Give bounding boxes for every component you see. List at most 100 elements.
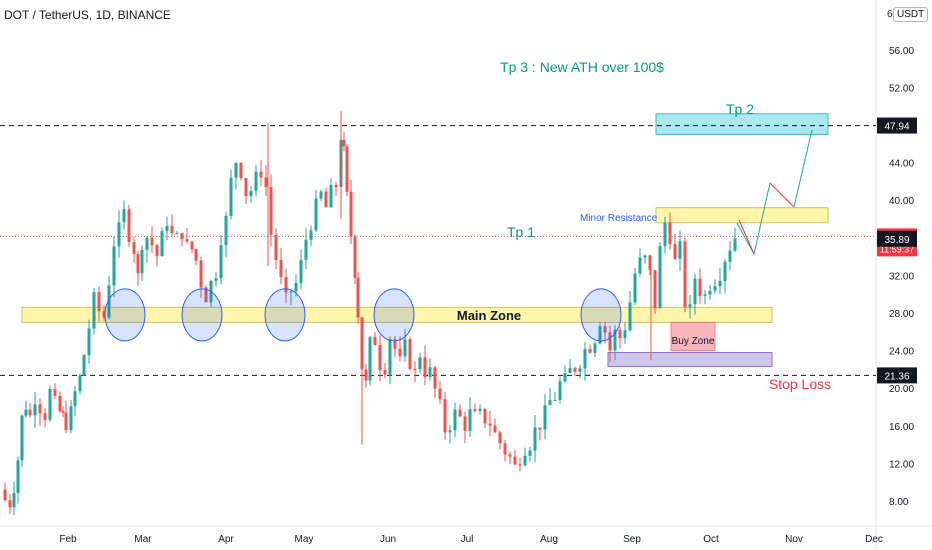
candle-body: [69, 406, 73, 431]
x-tick-label: Feb: [59, 534, 77, 545]
candle-body: [360, 317, 364, 370]
candle-body: [264, 177, 268, 188]
candle-body: [643, 255, 647, 258]
y-tick-label: 16.00: [889, 422, 914, 433]
y-tick-label: 44.00: [889, 159, 914, 170]
candle-body: [12, 493, 16, 508]
candle-body: [48, 389, 52, 420]
candle-body: [279, 259, 283, 278]
candle-body: [463, 416, 467, 431]
candle-body: [180, 233, 184, 240]
candle-body: [513, 456, 517, 465]
candle-body: [423, 357, 427, 378]
candle-body: [553, 399, 557, 401]
y-tick-label: 28.00: [889, 309, 914, 320]
candle-body: [713, 286, 717, 291]
x-tick-label: Aug: [540, 534, 558, 545]
candle-body: [633, 273, 637, 303]
candle-body: [628, 302, 632, 331]
candle-body: [185, 239, 189, 242]
candle-body: [78, 375, 82, 392]
candle-body: [345, 146, 349, 192]
candle-body: [663, 222, 667, 247]
candle-body: [284, 277, 288, 293]
candle-body: [64, 412, 68, 431]
candle-body: [24, 409, 28, 416]
candle-body: [229, 177, 233, 216]
candle-body: [175, 233, 179, 235]
x-tick-label: Jul: [461, 534, 474, 545]
candle-body: [558, 381, 562, 400]
candle-body: [329, 184, 333, 208]
candle-body: [3, 489, 7, 501]
candle-body: [653, 270, 657, 309]
x-tick-label: Apr: [218, 534, 234, 545]
candle-body: [528, 450, 532, 456]
candle-body: [38, 404, 42, 414]
candle-body: [107, 285, 111, 318]
candle-body: [483, 408, 487, 424]
candle-body: [150, 237, 154, 246]
y-tick-label: 32.00: [889, 271, 914, 282]
x-tick-label: Mar: [134, 534, 152, 545]
candle-body: [493, 425, 497, 433]
candle-body: [718, 280, 722, 287]
candle-body: [102, 311, 106, 318]
candle-body: [593, 343, 597, 353]
minor-resistance-label: Minor Resistance: [580, 213, 658, 224]
main-zone-box: [21, 306, 773, 323]
tp3-label: Tp 3 : New ATH over 100$: [500, 59, 664, 75]
candle-body: [383, 370, 387, 375]
candle-body: [204, 287, 208, 303]
retest-circle: [181, 288, 223, 342]
candle-body: [398, 348, 402, 357]
candle-body: [82, 355, 86, 376]
candle-body: [28, 409, 32, 416]
candle-body: [112, 246, 116, 286]
candle-body: [393, 339, 397, 349]
y-tick-label: 24.00: [889, 347, 914, 358]
candle-body: [538, 427, 542, 430]
projection-line-up-2: [793, 129, 813, 208]
candle-body: [224, 215, 228, 246]
tp2-label: Tp 2: [726, 101, 754, 117]
x-tick-label: Jun: [380, 534, 396, 545]
candle-body: [573, 368, 577, 372]
candle-body: [583, 349, 587, 369]
candle-body: [127, 209, 131, 243]
currency-badge[interactable]: USDT: [893, 7, 929, 22]
candle-body: [289, 291, 293, 293]
candle-body: [618, 329, 622, 339]
candle-body: [548, 400, 552, 406]
candle-body: [87, 328, 91, 356]
candle-body: [373, 337, 377, 345]
price-label-box: [877, 117, 917, 134]
candle-body: [254, 171, 258, 191]
candle-body: [259, 171, 263, 178]
candle-body: [563, 373, 567, 382]
candle-body: [53, 389, 57, 396]
candle-body: [518, 464, 522, 466]
candle-body: [648, 255, 652, 271]
price-label-box: [877, 230, 917, 247]
candle-body: [73, 391, 77, 407]
candle-body: [145, 237, 149, 250]
symbol-title: DOT / TetherUS, 1D, BINANCE: [4, 8, 171, 22]
candle-body: [723, 261, 727, 281]
candle-body: [244, 178, 248, 196]
projection-line-pullback-2: [769, 182, 795, 208]
candle-body: [728, 250, 732, 262]
candle-body: [433, 367, 437, 389]
candle-body: [219, 245, 223, 279]
x-tick-label: Sep: [623, 534, 641, 545]
candle-body: [533, 427, 537, 451]
candle-body: [428, 367, 432, 378]
candle-body: [468, 409, 472, 431]
candle-body: [378, 344, 382, 371]
candle-body: [578, 368, 582, 372]
candle-body: [418, 357, 422, 370]
candle-body: [708, 290, 712, 295]
candle-body: [698, 278, 702, 297]
candle-body: [249, 190, 253, 196]
